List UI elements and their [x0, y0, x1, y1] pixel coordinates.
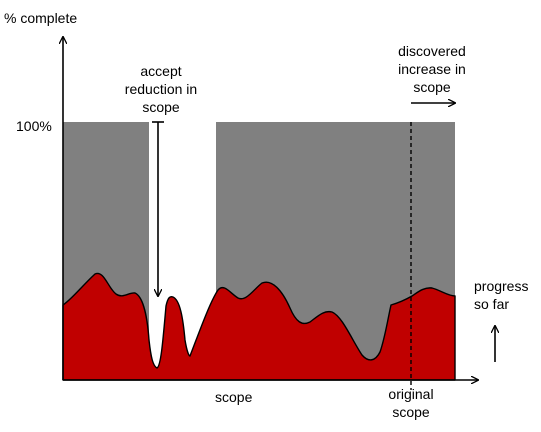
- progress-label-line-1: progress: [474, 278, 528, 294]
- progress-area: [62, 272, 456, 381]
- increase-label-line-2: increase in: [398, 61, 466, 77]
- reduction-label-line-2: reduction in: [125, 81, 197, 97]
- original-scope-label-line-2: scope: [392, 404, 430, 420]
- reduction-label-line-3: scope: [142, 99, 180, 115]
- increase-label-line-3: scope: [413, 79, 451, 95]
- reduction-label-line-1: accept: [140, 63, 181, 79]
- hundred-percent-label: 100%: [16, 118, 52, 134]
- y-axis-label: % complete: [4, 10, 77, 26]
- original-scope-label-line-1: original: [388, 386, 433, 402]
- x-axis-label: scope: [215, 389, 253, 405]
- increase-label-line-1: discovered: [398, 43, 466, 59]
- progress-label-line-2: so far: [474, 296, 509, 312]
